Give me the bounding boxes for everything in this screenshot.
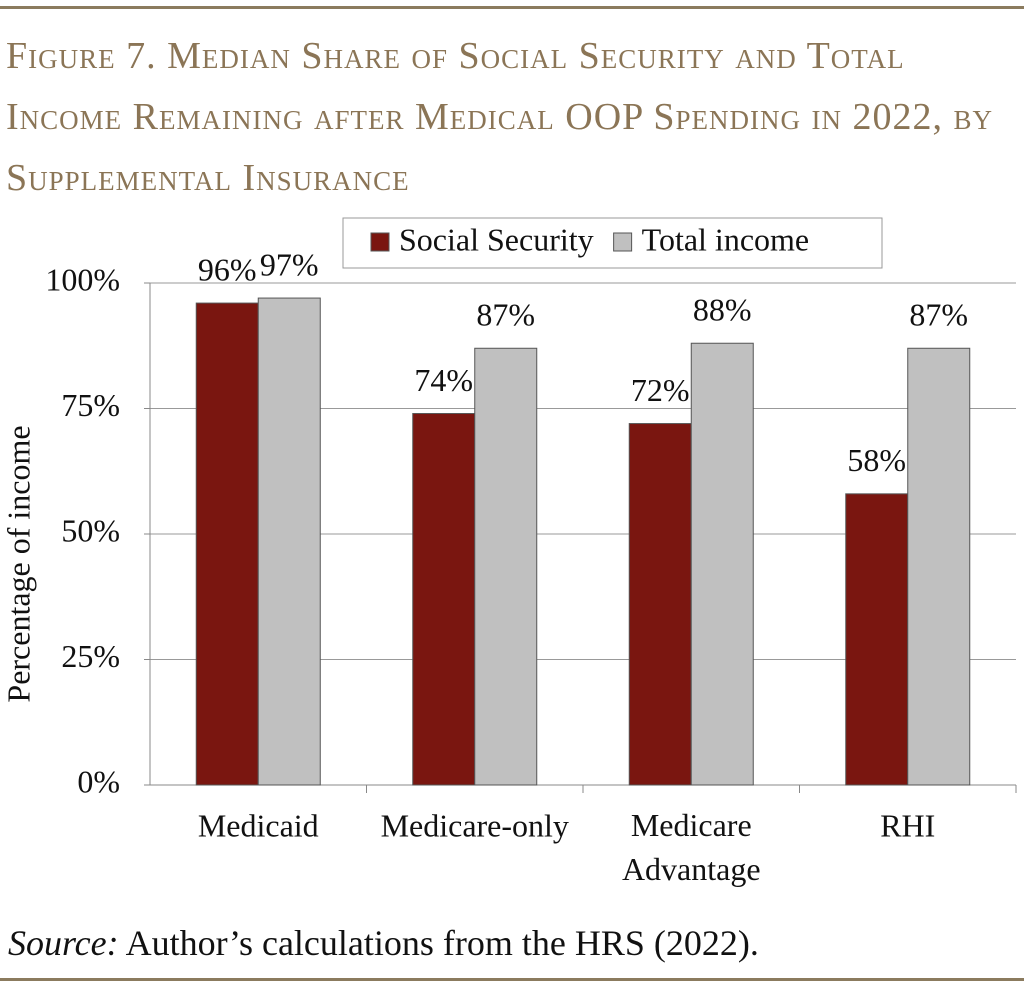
bar xyxy=(628,423,692,786)
chart-title: Figure 7. Median Share of Social Securit… xyxy=(6,35,993,199)
x-tick-label-line: Medicare xyxy=(631,807,752,843)
legend-label: Social Security xyxy=(399,221,594,257)
value-label: 87% xyxy=(909,297,968,333)
y-tick-label: 50% xyxy=(61,512,120,548)
value-label: 97% xyxy=(260,246,319,282)
x-tick-label: RHI xyxy=(880,807,935,843)
top-rule xyxy=(0,6,1024,9)
bar xyxy=(195,302,259,786)
bar xyxy=(845,493,909,786)
x-tick-label: Medicare Advantage xyxy=(622,807,761,887)
bar xyxy=(257,297,321,786)
bar xyxy=(907,347,971,786)
legend-swatch xyxy=(370,232,390,252)
x-tick-label: Medicaid xyxy=(198,807,319,843)
source-note: Source: Author’s calculations from the H… xyxy=(8,922,759,964)
x-tick-label-line: Advantage xyxy=(622,851,761,887)
value-label: 74% xyxy=(414,362,473,398)
legend-label: Total income xyxy=(642,221,809,257)
bar xyxy=(474,347,538,786)
y-tick-label: 100% xyxy=(45,261,120,297)
bar xyxy=(412,413,476,786)
bottom-rule xyxy=(0,978,1024,981)
bar xyxy=(690,342,754,786)
y-tick-label: 0% xyxy=(77,763,120,799)
value-label: 87% xyxy=(476,297,535,333)
value-label: 88% xyxy=(693,292,752,328)
legend-box xyxy=(342,217,883,269)
value-label: 96% xyxy=(198,251,257,287)
x-tick-label: Medicare-only xyxy=(381,807,569,843)
y-tick-label: 75% xyxy=(61,387,120,423)
legend-swatch xyxy=(613,232,633,252)
source-label: Source: xyxy=(8,923,119,963)
y-axis-label: Percentage of income xyxy=(0,425,36,702)
value-label: 72% xyxy=(631,372,690,408)
source-text: Author’s calculations from the HRS (2022… xyxy=(125,923,759,963)
y-tick-label: 25% xyxy=(61,638,120,674)
value-label: 58% xyxy=(847,442,906,478)
